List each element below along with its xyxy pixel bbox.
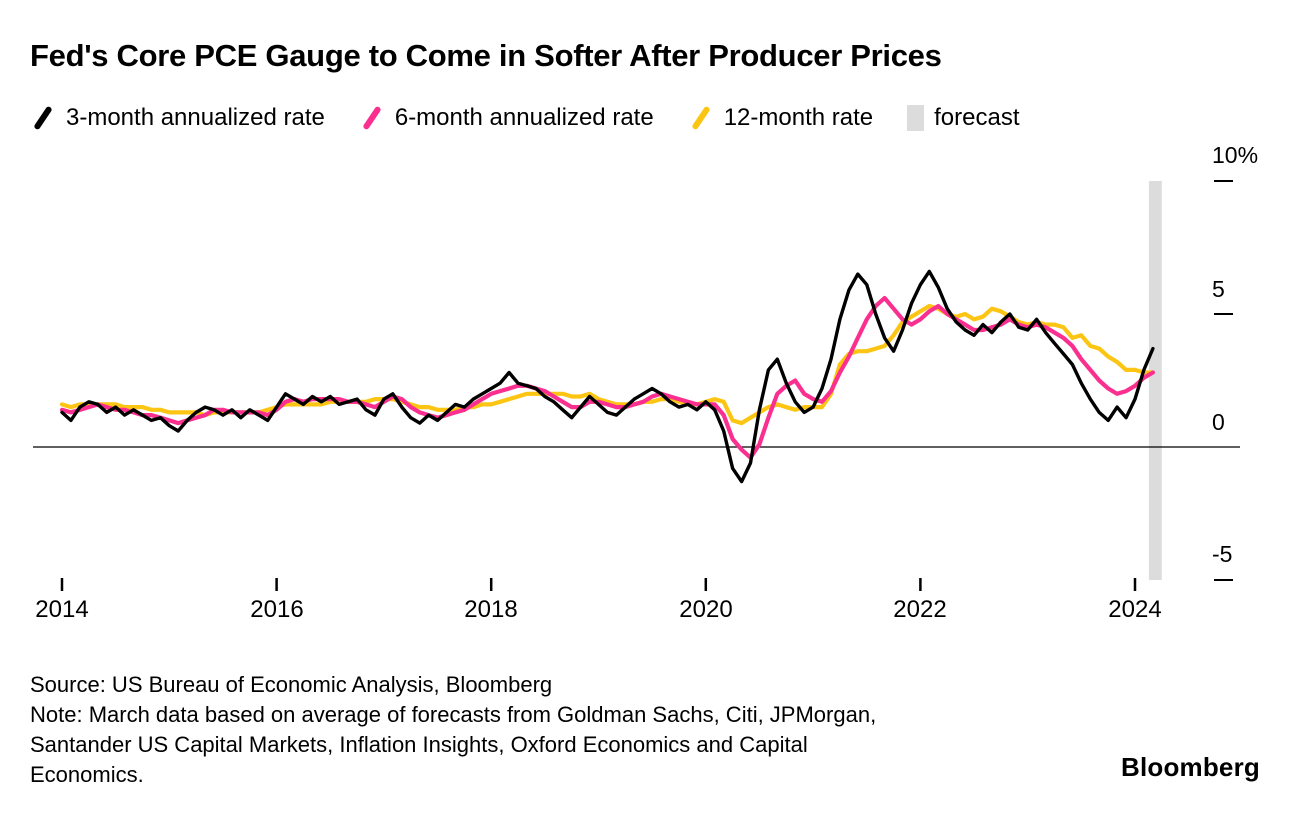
x-axis-label: 2016	[250, 596, 304, 623]
legend-item-12-month: 12-month rate	[688, 103, 873, 133]
series-line-6-month-annualized-rate	[59, 295, 1156, 460]
note-text: Note: March data based on average of for…	[30, 702, 877, 787]
line-swatch-icon	[30, 104, 56, 132]
y-axis-label: 10%	[1212, 142, 1259, 168]
line-swatch-icon	[688, 104, 714, 132]
series-line-12-month-rate	[59, 303, 1156, 426]
legend-item-6-month: 6-month annualized rate	[359, 103, 654, 133]
chart-title: Fed's Core PCE Gauge to Come in Softer A…	[30, 38, 942, 73]
x-axis-label: 2018	[464, 596, 518, 623]
y-axis-label: 5	[1212, 276, 1225, 302]
x-axis-label: 2024	[1108, 596, 1162, 623]
legend-item-forecast: forecast	[907, 103, 1019, 133]
chart-footer: Source: US Bureau of Economic Analysis, …	[30, 670, 890, 790]
source-text: Source: US Bureau of Economic Analysis, …	[30, 672, 553, 697]
legend-label: forecast	[934, 104, 1020, 131]
legend-label: 6-month annualized rate	[394, 104, 654, 131]
series-line-3-month-annualized-rate	[60, 269, 1155, 484]
y-axis-label: -5	[1212, 541, 1233, 567]
legend-item-3-month: 3-month annualized rate	[30, 103, 325, 133]
line-swatch-icon	[359, 104, 385, 132]
legend-label: 3-month annualized rate	[66, 104, 325, 131]
x-axis-label: 2014	[35, 596, 89, 623]
x-axis-label: 2020	[679, 596, 733, 623]
chart-legend: 3-month annualized rate 6-month annualiz…	[30, 103, 1019, 133]
legend-label: 12-month rate	[723, 104, 874, 131]
y-axis-label: 0	[1212, 409, 1225, 435]
forecast-swatch-icon	[907, 105, 925, 131]
forecast-band	[1148, 181, 1162, 580]
bloomberg-logo: Bloomberg	[1120, 752, 1260, 782]
x-axis-label: 2022	[893, 596, 947, 623]
